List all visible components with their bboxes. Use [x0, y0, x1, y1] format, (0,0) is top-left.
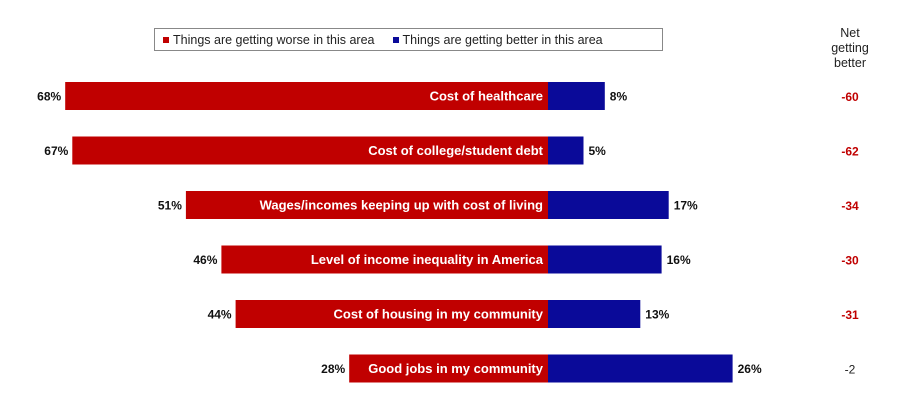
category-label: Cost of healthcare [430, 89, 543, 104]
bar-worse [221, 245, 548, 274]
net-value-label: -31 [841, 308, 859, 322]
net-value-label: -60 [841, 90, 859, 104]
net-value-label: -2 [845, 363, 856, 377]
net-header-line-1: Net [840, 26, 860, 40]
bar-better [548, 136, 584, 165]
legend-label-better: Things are getting better in this area [402, 32, 603, 47]
net-value-label: -30 [841, 254, 859, 268]
better-value-label: 8% [610, 90, 628, 104]
legend: Things are getting worse in this area Th… [154, 28, 663, 51]
bar-worse [185, 191, 548, 219]
worse-value-label: 28% [321, 362, 345, 376]
bar-better [548, 82, 605, 110]
bar-better [548, 245, 662, 274]
bar-better [548, 354, 733, 383]
legend-swatch-worse [163, 36, 169, 43]
legend-item-better: Things are getting better in this area [392, 32, 603, 47]
net-value-label: -34 [841, 199, 859, 213]
bar-better [548, 300, 641, 328]
category-label: Wages/incomes keeping up with cost of li… [260, 198, 543, 213]
category-label: Good jobs in my community [368, 361, 544, 376]
net-header-line-2: getting [831, 41, 869, 55]
bar-worse [65, 82, 548, 110]
legend-item-worse: Things are getting worse in this area [163, 33, 375, 47]
category-label: Cost of college/student debt [368, 143, 543, 158]
bar-worse [349, 354, 548, 383]
worse-value-label: 46% [193, 253, 217, 267]
legend-swatch-better [392, 36, 399, 43]
bar-worse [235, 300, 548, 328]
worse-value-label: 68% [37, 90, 61, 104]
better-value-label: 26% [738, 362, 762, 376]
category-label: Level of income inequality in America [311, 252, 544, 267]
legend-label-worse: Things are getting worse in this area [173, 32, 375, 47]
category-label: Cost of housing in my community [334, 307, 544, 322]
better-value-label: 5% [589, 144, 607, 158]
net-value-label: -62 [841, 145, 859, 159]
worse-value-label: 67% [44, 144, 68, 158]
worse-value-label: 51% [158, 199, 182, 213]
net-header-line-3: better [834, 56, 866, 70]
better-value-label: 16% [667, 253, 691, 267]
bar-better [548, 191, 669, 219]
better-value-label: 13% [645, 308, 669, 322]
worse-value-label: 44% [208, 308, 232, 322]
net-column-header: Net getting better [820, 26, 880, 71]
better-value-label: 17% [674, 199, 698, 213]
bar-worse [72, 136, 549, 165]
